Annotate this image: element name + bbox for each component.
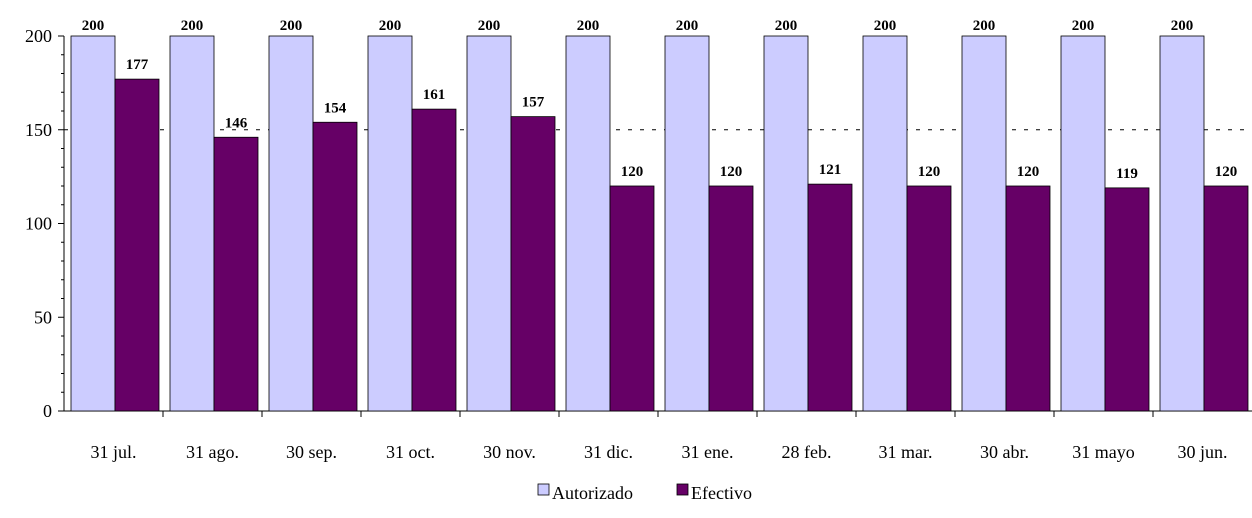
data-label-autorizado: 200 [577,18,600,34]
data-label-autorizado: 200 [82,18,105,34]
data-label-efectivo: 120 [1017,164,1040,180]
y-tick-label: 100 [25,214,52,234]
bar-autorizado [367,35,413,412]
bar-autorizado [70,35,116,412]
data-label-autorizado: 200 [181,18,204,34]
data-label-efectivo: 120 [1215,164,1238,180]
bar-efectivo [1104,187,1150,412]
bar-efectivo [114,78,160,412]
x-category-label: 31 dic. [584,442,633,462]
bar-autorizado [1060,35,1106,412]
bar-autorizado [169,35,215,412]
legend-label-efectivo: Efectivo [691,483,752,503]
x-category-label: 31 ago. [186,442,239,462]
data-label-autorizado: 200 [478,18,501,34]
bar-efectivo [213,136,259,412]
bar-autorizado [961,35,1007,412]
y-tick-label: 150 [25,120,52,140]
bar-autorizado [763,35,809,412]
y-tick-label: 0 [43,401,52,421]
bar-efectivo [1203,185,1249,412]
bar-autorizado [268,35,314,412]
y-tick-label: 200 [25,26,52,46]
x-category-label: 30 abr. [980,442,1029,462]
x-category-label: 31 mar. [879,442,933,462]
data-label-autorizado: 200 [874,18,897,34]
bar-efectivo [708,185,754,412]
data-label-efectivo: 177 [126,57,149,73]
x-category-label: 31 jul. [90,442,136,462]
data-label-efectivo: 161 [423,87,446,103]
bar-efectivo [807,183,853,412]
data-label-efectivo: 154 [324,100,347,116]
data-label-autorizado: 200 [1072,18,1095,34]
legend-swatch-autorizado [537,483,550,496]
bar-efectivo [411,108,457,412]
legend-label-autorizado: Autorizado [552,483,633,503]
y-tick-label: 50 [34,307,52,327]
data-label-autorizado: 200 [280,18,303,34]
x-category-label: 30 nov. [483,442,536,462]
x-category-label: 31 mayo [1072,442,1135,462]
data-label-efectivo: 120 [621,164,644,180]
bar-autorizado [1159,35,1205,412]
x-category-label: 28 feb. [782,442,832,462]
legend-swatch-efectivo [676,483,689,496]
x-category-label: 31 oct. [386,442,435,462]
bar-efectivo [1005,185,1051,412]
bar-autorizado [466,35,512,412]
data-label-efectivo: 120 [918,164,941,180]
x-category-label: 30 sep. [286,442,337,462]
bar-autorizado [565,35,611,412]
data-label-autorizado: 200 [775,18,798,34]
bar-efectivo [906,185,952,412]
x-category-label: 31 ene. [682,442,734,462]
data-label-efectivo: 120 [720,164,743,180]
data-label-autorizado: 200 [379,18,402,34]
data-label-efectivo: 119 [1116,166,1138,182]
bar-efectivo [510,116,556,412]
data-label-autorizado: 200 [1171,18,1194,34]
data-label-efectivo: 146 [225,115,248,131]
data-label-efectivo: 157 [522,95,545,111]
data-label-autorizado: 200 [676,18,699,34]
bar-efectivo [312,121,358,412]
bar-efectivo [609,185,655,412]
bar-autorizado [862,35,908,412]
bar-autorizado [664,35,710,412]
data-label-efectivo: 121 [819,162,842,178]
data-label-autorizado: 200 [973,18,996,34]
x-category-label: 30 jun. [1177,442,1227,462]
